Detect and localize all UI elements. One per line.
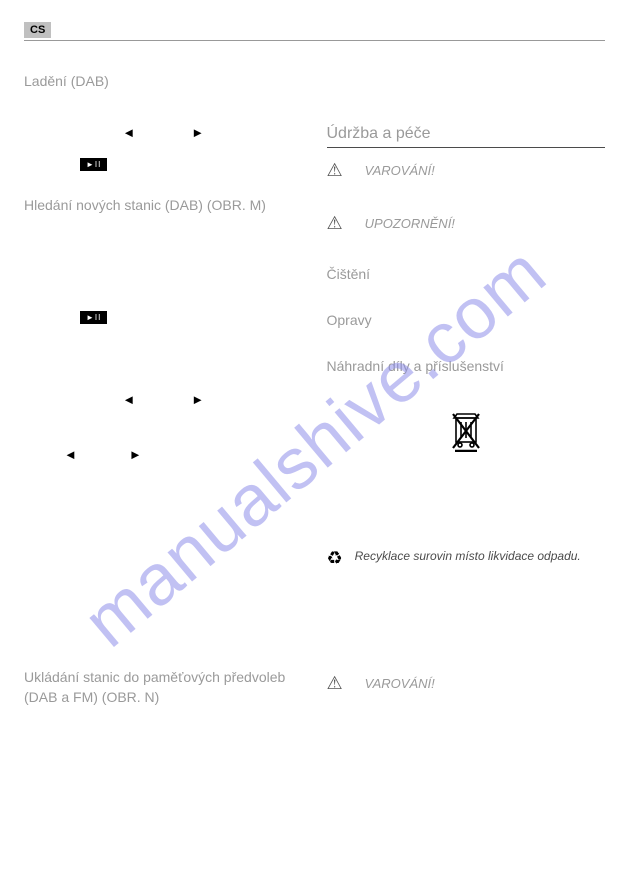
warning-icon: ⚠ xyxy=(327,160,343,181)
warning-row-2: ⚠ VAROVÁNÍ! xyxy=(327,673,606,694)
next-icon: ► xyxy=(191,125,204,140)
warning-icon: ⚠ xyxy=(327,213,343,234)
recycle-text: Recyklace surovin místo likvidace odpadu… xyxy=(355,548,581,564)
cleaning-heading: Čištění xyxy=(327,266,606,282)
right-column: Údržba a péče ⚠ VAROVÁNÍ! ⚠ UPOZORNĚNÍ! … xyxy=(327,59,606,726)
prev-icon: ◄ xyxy=(122,125,135,140)
search-stations-heading: Hledání nových stanic (DAB) (OBR. M) xyxy=(24,197,303,213)
caution-row: ⚠ UPOZORNĚNÍ! xyxy=(327,213,606,234)
tuning-heading: Ladění (DAB) xyxy=(24,73,303,89)
spare-parts-heading: Náhradní díly a příslušenství xyxy=(327,358,606,374)
play-pause-button-1: ►II xyxy=(80,158,107,171)
prev-icon: ◄ xyxy=(122,392,135,407)
two-column-layout: Ladění (DAB) ◄ ► ►II Hledání nových stan… xyxy=(24,59,605,726)
play-pause-button-2: ►II xyxy=(80,311,107,324)
caution-label: UPOZORNĚNÍ! xyxy=(365,216,455,231)
nav-arrows-3: ◄ ► xyxy=(64,447,303,462)
top-divider xyxy=(24,40,605,41)
recycle-icon: ♻ xyxy=(327,548,343,569)
next-icon: ► xyxy=(129,447,142,462)
warning-icon: ⚠ xyxy=(327,673,343,694)
warning-label: VAROVÁNÍ! xyxy=(365,676,435,691)
warning-label: VAROVÁNÍ! xyxy=(365,163,435,178)
recycle-note: ♻ Recyklace surovin místo likvidace odpa… xyxy=(327,548,606,569)
language-badge: CS xyxy=(24,22,51,38)
weee-bin-icon xyxy=(447,408,485,452)
maintenance-heading: Údržba a péče xyxy=(327,125,606,148)
prev-icon: ◄ xyxy=(64,447,77,462)
repairs-heading: Opravy xyxy=(327,312,606,328)
nav-arrows-2: ◄ ► xyxy=(24,392,303,407)
warning-row-1: ⚠ VAROVÁNÍ! xyxy=(327,160,606,181)
next-icon: ► xyxy=(191,392,204,407)
nav-arrows-1: ◄ ► xyxy=(24,125,303,140)
page-content: CS Ladění (DAB) ◄ ► ►II Hledání nových s… xyxy=(0,0,629,893)
store-presets-heading: Ukládání stanic do paměťových předvoleb … xyxy=(24,668,303,707)
weee-symbol-wrap xyxy=(327,408,606,452)
left-column: Ladění (DAB) ◄ ► ►II Hledání nových stan… xyxy=(24,59,303,726)
